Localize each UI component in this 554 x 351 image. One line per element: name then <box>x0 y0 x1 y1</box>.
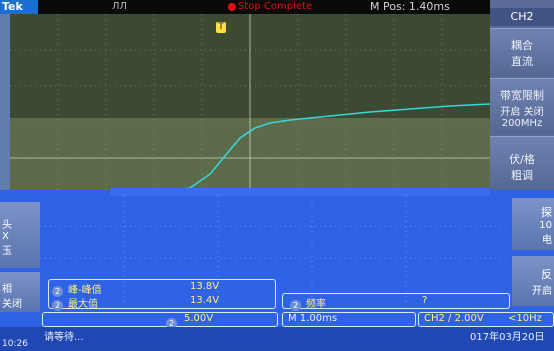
bandwidth-value: 200MHz <box>501 118 543 129</box>
bandwidth-toggle: 开启 关闭 <box>500 107 544 118</box>
record-status-icon <box>228 3 236 11</box>
frequency-row: 2 <box>290 295 301 314</box>
measurement-box <box>48 279 276 309</box>
vertical-scale-value: 5.00V <box>184 313 214 324</box>
probe-menu-button[interactable]: 头 X 玉 <box>0 202 40 268</box>
probe-att-line2: 10 <box>539 220 552 231</box>
channel-chip: 2 <box>52 300 63 311</box>
channel-menu-title: CH2 <box>490 8 554 26</box>
frequency-measure-box <box>282 293 510 309</box>
measurement-row-1: 2 <box>52 281 63 300</box>
acquisition-status: Stop Complete <box>238 1 313 12</box>
measurement-label-2: 最大值 <box>68 299 98 310</box>
vertical-scale-box <box>42 312 278 327</box>
phase-line1: 相 <box>2 284 12 295</box>
overlay-grid <box>40 196 510 306</box>
frequency-value: ? <box>422 295 428 306</box>
trigger-readout: CH2 ∕ 2.00V <box>424 313 484 324</box>
channel-chip: 2 <box>290 300 301 311</box>
invert-line1: 反 <box>541 268 552 281</box>
left-edge-strip <box>0 14 10 196</box>
top-status-bar <box>0 0 490 14</box>
volts-per-div-value: 粗调 <box>511 169 533 182</box>
probe-attenuation-button[interactable]: 探 10 电 <box>512 198 554 250</box>
brand-logo: Tek <box>0 0 38 14</box>
bottom-status-bar <box>0 327 554 351</box>
waveform-grid <box>10 14 490 196</box>
bandwidth-limit-button[interactable]: 带宽限制 开启 关闭 200MHz <box>490 78 554 134</box>
probe-att-line3: 电 <box>542 235 552 246</box>
timebase-readout: M 1.00ms <box>288 313 338 324</box>
bandwidth-label: 带宽限制 <box>500 89 544 102</box>
measurement-value-2: 13.4V <box>190 295 220 306</box>
measurement-row-2: 2 <box>52 295 63 314</box>
phase-menu-button[interactable]: 相 关闭 <box>0 272 40 312</box>
volts-per-div-button[interactable]: 伏/格 粗调 <box>490 136 554 190</box>
measurement-label-1: 峰-峰值 <box>68 285 102 296</box>
time-readout: 10:26 <box>2 339 28 349</box>
trigger-state-icon: ЛЛ <box>112 1 128 12</box>
probe-line2: X <box>2 231 9 242</box>
waiting-message: 请等待... <box>44 332 84 343</box>
coupling-button[interactable]: 耦合 直流 <box>490 28 554 76</box>
coupling-value: 直流 <box>511 55 533 68</box>
trigger-frequency-readout: <10Hz <box>508 313 542 324</box>
phase-line2: 关闭 <box>2 299 22 310</box>
trigger-position-marker: T <box>216 22 226 33</box>
date-readout: 017年03月20日 <box>470 332 545 343</box>
overlay-top-band <box>110 188 490 196</box>
channel-chip: 2 <box>166 318 177 329</box>
vertical-scale-readout: 2 <box>166 313 177 332</box>
probe-att-line1: 探 <box>541 206 552 219</box>
measurement-value-1: 13.8V <box>190 281 220 292</box>
invert-line2: 开启 <box>532 286 552 297</box>
frequency-label: 频率 <box>306 299 326 310</box>
horizontal-position-readout: M Pos: 1.40ms <box>370 0 450 13</box>
probe-line3: 玉 <box>2 246 12 257</box>
probe-line1: 头 <box>2 220 12 231</box>
volts-per-div-label: 伏/格 <box>509 153 535 166</box>
coupling-label: 耦合 <box>511 39 533 52</box>
timebase-box <box>282 312 416 327</box>
invert-button[interactable]: 反 开启 <box>512 256 554 306</box>
channel-chip: 2 <box>52 286 63 297</box>
